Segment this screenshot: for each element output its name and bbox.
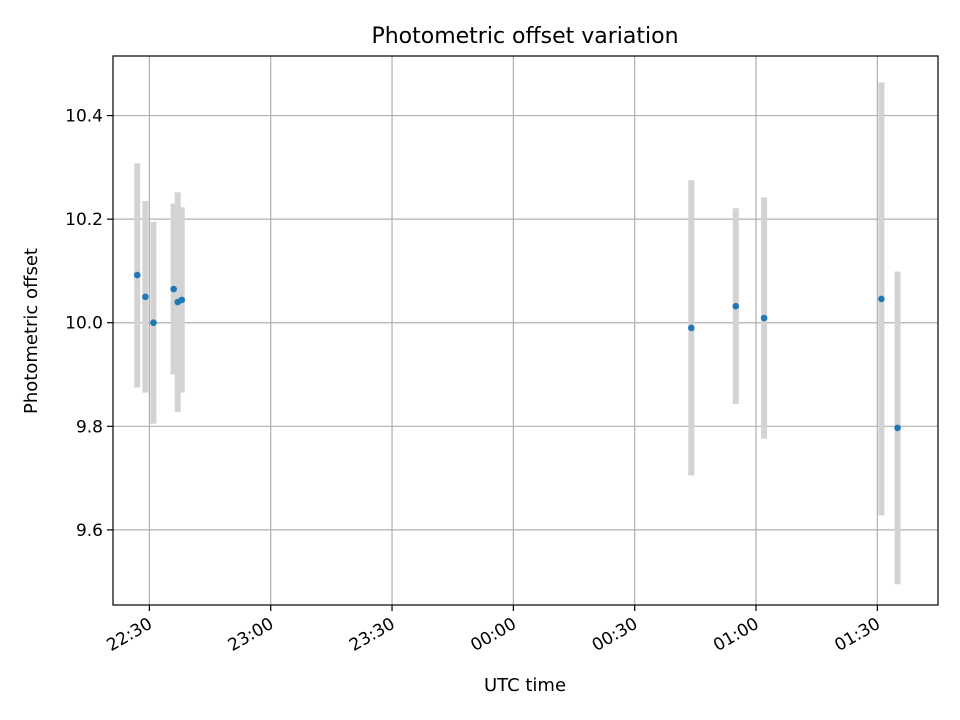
grid: [113, 56, 938, 605]
y-tick-label: 10.0: [65, 314, 103, 334]
data-point: [894, 424, 901, 432]
y-tick-label: 9.6: [76, 521, 103, 541]
y-tick-label: 10.2: [65, 210, 103, 230]
y-axis-label: Photometric offset: [21, 248, 42, 414]
y-tick-label: 9.8: [76, 417, 103, 437]
data-point: [760, 314, 768, 322]
data-point: [142, 293, 149, 301]
y-tick-label: 10.4: [65, 107, 103, 127]
data-point: [878, 295, 885, 303]
data-point: [688, 324, 695, 332]
chart-title: Photometric offset variation: [371, 24, 678, 49]
data-point: [150, 319, 157, 327]
data-point: [732, 302, 740, 310]
data-point: [170, 285, 177, 293]
x-axis-label: UTC time: [484, 675, 566, 696]
y-axis-ticks: 9.6 9.8 10.0 10.2 10.4: [65, 107, 113, 541]
data-point: [133, 271, 141, 279]
data-points: [133, 271, 901, 432]
data-point: [178, 296, 186, 304]
plot-frame: [112, 55, 939, 606]
